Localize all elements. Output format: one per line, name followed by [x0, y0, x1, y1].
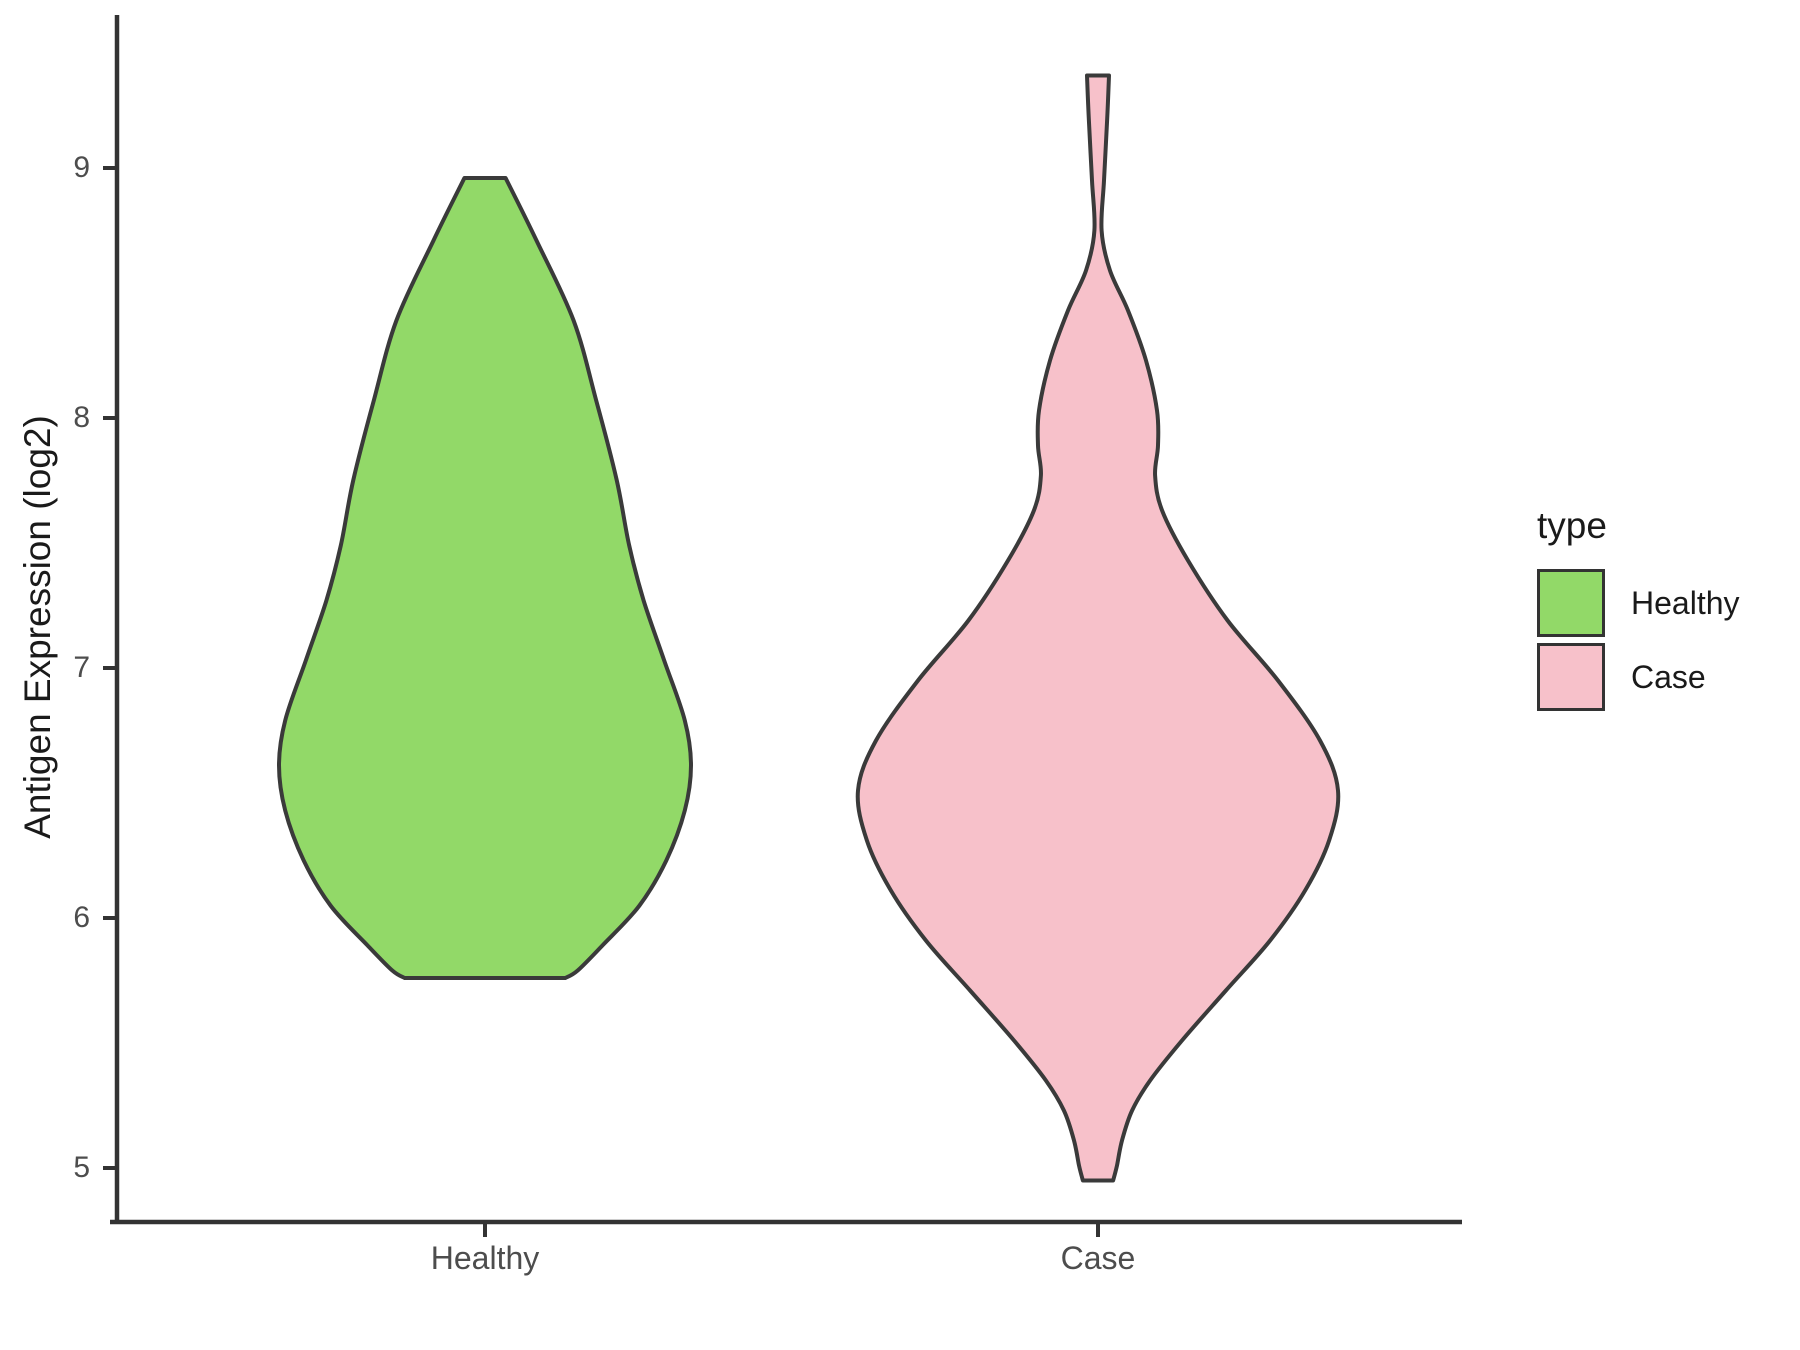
legend-title: type — [1537, 505, 1607, 546]
y-axis-title: Antigen Expression (log2) — [17, 415, 58, 839]
legend: type Healthy Case — [1537, 505, 1777, 717]
y-tick-label: 8 — [73, 401, 90, 434]
y-tick-label: 9 — [73, 151, 90, 184]
legend-label-case: Case — [1631, 658, 1706, 695]
axes — [110, 15, 1462, 1225]
y-tick-label: 7 — [73, 651, 90, 684]
legend-swatch-healthy — [1537, 569, 1605, 637]
tick-marks — [103, 166, 1100, 1237]
y-tick-label: 5 — [73, 1151, 90, 1184]
legend-swatch-case — [1537, 643, 1605, 711]
x-tick-label-case: Case — [1060, 1240, 1136, 1276]
x-tick-label-healthy: Healthy — [430, 1240, 540, 1276]
y-tick-label: 6 — [73, 901, 90, 934]
legend-label-healthy: Healthy — [1631, 584, 1740, 621]
legend-item-case: Case — [1537, 643, 1777, 711]
legend-item-healthy: Healthy — [1537, 569, 1777, 637]
violin-shapes — [277, 73, 1341, 1183]
violin-healthy — [277, 176, 693, 980]
violin-case — [855, 73, 1341, 1183]
